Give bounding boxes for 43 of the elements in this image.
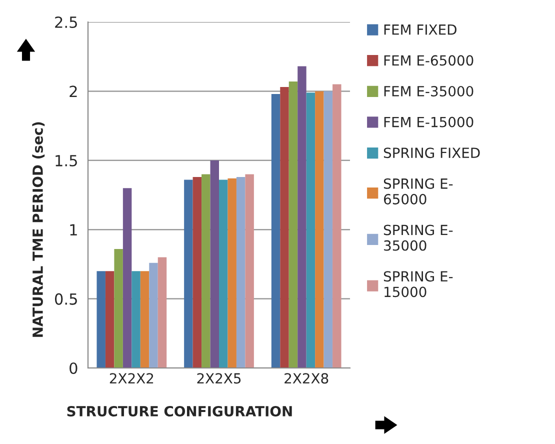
legend-label: SPRING E- 35000	[384, 224, 453, 251]
bar	[298, 66, 306, 368]
bar	[288, 82, 298, 368]
bar	[158, 257, 167, 368]
bar	[271, 94, 280, 368]
bar	[280, 87, 289, 368]
bar	[210, 160, 219, 368]
bar	[245, 174, 254, 368]
bar	[236, 177, 246, 368]
bar	[122, 188, 132, 368]
legend-label: FEM E-35000	[384, 86, 474, 96]
bar	[219, 180, 228, 368]
y-tick-label: 2.5	[55, 16, 77, 28]
y-axis-title: NATURAL TME PERIOD (sec)	[32, 122, 45, 337]
legend-label: FEM E-65000	[384, 55, 474, 66]
legend-label: FEM E-15000	[384, 116, 474, 128]
bar	[105, 271, 114, 368]
y-tick-label: 1.5	[56, 155, 77, 166]
bar	[96, 271, 106, 368]
x-tick-label: 2X2X5	[197, 373, 241, 384]
legend-label: SPRING E- 65000	[384, 178, 453, 204]
bar	[315, 91, 324, 368]
y-tick-label: 0.5	[54, 293, 77, 305]
bar	[228, 178, 236, 368]
bar	[202, 174, 210, 368]
bar	[324, 91, 333, 368]
x-tick-label: 2X2X8	[284, 373, 328, 384]
bar	[306, 92, 316, 368]
legend-label: SPRING FIXED	[384, 148, 480, 158]
bar	[184, 180, 193, 368]
legend-label: FEM FIXED	[384, 24, 456, 35]
y-tick-label: 1	[70, 224, 77, 236]
y-tick-label: 0	[70, 362, 78, 374]
bar	[140, 271, 150, 368]
x-axis-title: STRUCTURE CONFIGURATION	[67, 406, 292, 416]
bar	[192, 177, 202, 368]
y-tick-label: 2	[70, 86, 77, 98]
bar	[114, 248, 123, 368]
bar	[149, 262, 158, 368]
bar	[332, 84, 342, 368]
legend-label: SPRING E- 15000	[384, 271, 453, 298]
bar	[132, 271, 140, 368]
x-tick-label: 2X2X2	[110, 373, 154, 384]
